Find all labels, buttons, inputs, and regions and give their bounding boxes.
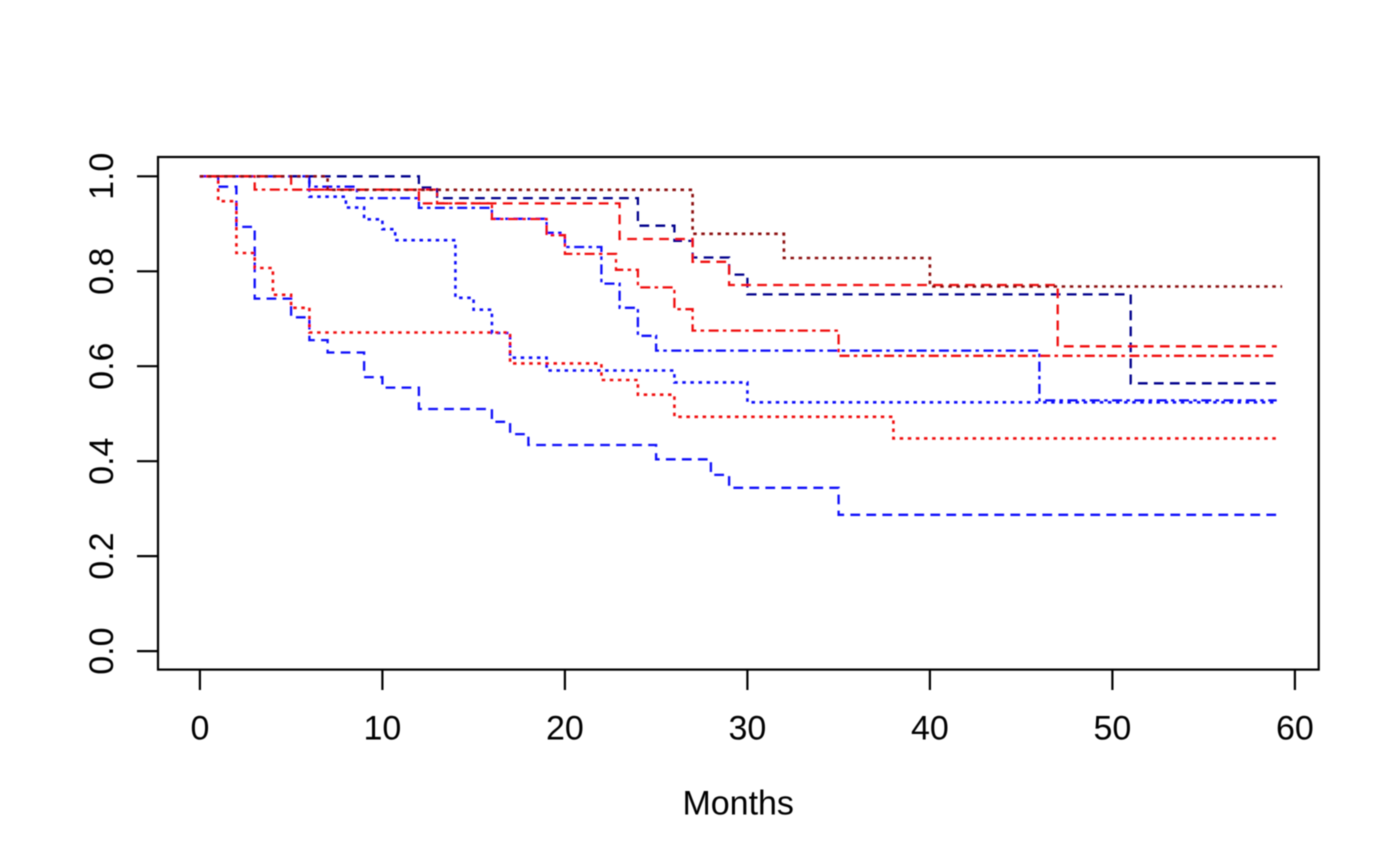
svg-text:30: 30 [728,710,766,748]
svg-text:10: 10 [363,710,401,748]
svg-text:0.8: 0.8 [83,248,121,295]
svg-text:60: 60 [1276,710,1314,748]
svg-text:0.6: 0.6 [83,343,121,390]
svg-text:1.0: 1.0 [83,153,121,200]
svg-text:Months: Months [682,785,794,823]
svg-text:0.0: 0.0 [83,627,121,674]
svg-text:0.4: 0.4 [83,438,121,485]
svg-text:0: 0 [190,710,209,748]
svg-text:20: 20 [546,710,584,748]
svg-text:0.2: 0.2 [83,532,121,579]
svg-text:40: 40 [911,710,949,748]
svg-text:50: 50 [1093,710,1131,748]
